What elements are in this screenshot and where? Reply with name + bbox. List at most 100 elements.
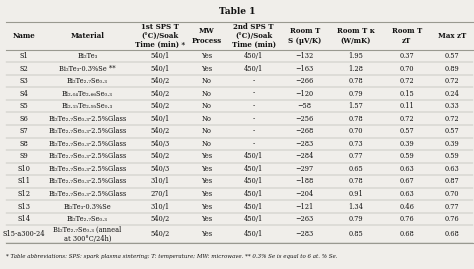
Text: 450/1: 450/1 [244, 215, 264, 223]
Text: Bi₂Te₂.₇Se₀.₃-2.5%Glass: Bi₂Te₂.₇Se₀.₃-2.5%Glass [48, 127, 127, 135]
Text: 310/1: 310/1 [150, 178, 170, 185]
Text: Bi₂Te₂.₇Se₀.₃: Bi₂Te₂.₇Se₀.₃ [67, 77, 108, 85]
Text: 0.59: 0.59 [400, 152, 414, 160]
Text: S7: S7 [19, 127, 28, 135]
Text: 1.95: 1.95 [348, 52, 363, 60]
Text: 0.67: 0.67 [400, 178, 414, 185]
Text: −263: −263 [296, 215, 314, 223]
Text: −268: −268 [296, 127, 314, 135]
Text: 0.70: 0.70 [445, 190, 459, 198]
Text: -: - [253, 127, 255, 135]
Text: 1st SPS T
(°C)/Soak
Time (min) *: 1st SPS T (°C)/Soak Time (min) * [135, 23, 185, 49]
Text: No: No [202, 90, 212, 98]
Text: 450/1: 450/1 [244, 203, 264, 211]
Text: 0.72: 0.72 [445, 115, 459, 123]
Text: Max zT: Max zT [438, 32, 466, 40]
Text: -: - [253, 102, 255, 110]
Text: Yes: Yes [201, 178, 212, 185]
Text: Yes: Yes [201, 203, 212, 211]
Text: 540/1: 540/1 [150, 65, 170, 73]
Text: Yes: Yes [201, 190, 212, 198]
Text: 0.76: 0.76 [445, 215, 459, 223]
Text: 450/1: 450/1 [244, 152, 264, 160]
Text: 0.57: 0.57 [400, 127, 414, 135]
Text: −283: −283 [296, 231, 314, 238]
Text: 0.63: 0.63 [445, 165, 459, 173]
Text: -: - [253, 115, 255, 123]
Text: Bi₂Te₂.₇Se₀.₃-2.5%Glass: Bi₂Te₂.₇Se₀.₃-2.5%Glass [48, 165, 127, 173]
Text: -: - [253, 140, 255, 148]
Text: −256: −256 [296, 115, 314, 123]
Text: Yes: Yes [201, 215, 212, 223]
Text: 0.70: 0.70 [348, 127, 363, 135]
Text: Bi₂Te₂.₇Se₀.₃ (anneal
at 300°C/24h): Bi₂Te₂.₇Se₀.₃ (anneal at 300°C/24h) [54, 226, 122, 243]
Text: 0.33: 0.33 [445, 102, 459, 110]
Text: No: No [202, 115, 212, 123]
Text: Yes: Yes [201, 165, 212, 173]
Text: 0.15: 0.15 [400, 90, 414, 98]
Text: Bi₂Te₂.₇Se₀.₃: Bi₂Te₂.₇Se₀.₃ [67, 215, 108, 223]
Text: −284: −284 [296, 152, 314, 160]
Text: S4: S4 [19, 90, 28, 98]
Text: 0.57: 0.57 [445, 52, 459, 60]
Text: 0.78: 0.78 [348, 77, 363, 85]
Text: S10: S10 [18, 165, 30, 173]
Text: Bi₂Te₂.₇Se₀.₃-2.5%Glass: Bi₂Te₂.₇Se₀.₃-2.5%Glass [48, 178, 127, 185]
Text: Bi₂Te₂.₇Se₀.₃-2.5%Glass: Bi₂Te₂.₇Se₀.₃-2.5%Glass [48, 115, 127, 123]
Text: 0.63: 0.63 [400, 190, 414, 198]
Text: 0.65: 0.65 [348, 165, 363, 173]
Text: MW
Process: MW Process [192, 27, 222, 45]
Text: 0.79: 0.79 [348, 90, 363, 98]
Text: S1: S1 [19, 52, 28, 60]
Text: 540/3: 540/3 [150, 140, 170, 148]
Text: 540/2: 540/2 [150, 90, 170, 98]
Text: Room T κ
(W/mK): Room T κ (W/mK) [337, 27, 375, 45]
Text: Bi₂Te₃-0.3%Se: Bi₂Te₃-0.3%Se [64, 203, 111, 211]
Text: Yes: Yes [201, 152, 212, 160]
Text: 0.72: 0.72 [400, 77, 414, 85]
Text: S13: S13 [18, 203, 30, 211]
Text: Bi₂Te₂.₇Se₀.₃-2.5%Glass: Bi₂Te₂.₇Se₀.₃-2.5%Glass [48, 190, 127, 198]
Text: Yes: Yes [201, 231, 212, 238]
Text: 1.28: 1.28 [348, 65, 363, 73]
Text: −283: −283 [296, 140, 314, 148]
Text: 2nd SPS T
(°C)/Soak
Time (min): 2nd SPS T (°C)/Soak Time (min) [232, 23, 276, 49]
Text: 0.89: 0.89 [445, 65, 459, 73]
Text: * Table abbreviations: SPS: spark plasma sintering; T: temperature; MW: microwav: * Table abbreviations: SPS: spark plasma… [6, 254, 337, 259]
Text: 0.68: 0.68 [400, 231, 414, 238]
Text: Material: Material [71, 32, 104, 40]
Text: S11: S11 [18, 178, 30, 185]
Text: Yes: Yes [201, 52, 212, 60]
Text: Bi₂.₁₅Te₂.₉₅Se₀.₃: Bi₂.₁₅Te₂.₉₅Se₀.₃ [62, 102, 113, 110]
Text: 0.39: 0.39 [400, 140, 414, 148]
Text: 0.87: 0.87 [445, 178, 459, 185]
Text: Room T
zT: Room T zT [392, 27, 422, 45]
Text: 0.63: 0.63 [400, 165, 414, 173]
Text: 310/1: 310/1 [150, 203, 170, 211]
Text: 0.78: 0.78 [348, 178, 363, 185]
Text: No: No [202, 140, 212, 148]
Text: S3: S3 [19, 77, 28, 85]
Text: 450/1: 450/1 [244, 65, 264, 73]
Text: 540/2: 540/2 [150, 215, 170, 223]
Text: −204: −204 [296, 190, 314, 198]
Text: Name: Name [12, 32, 35, 40]
Text: 0.24: 0.24 [445, 90, 459, 98]
Text: 0.68: 0.68 [445, 231, 459, 238]
Text: 0.73: 0.73 [348, 140, 363, 148]
Text: −58: −58 [298, 102, 312, 110]
Text: -: - [253, 90, 255, 98]
Text: 0.57: 0.57 [445, 127, 459, 135]
Text: 540/2: 540/2 [150, 77, 170, 85]
Text: 450/1: 450/1 [244, 52, 264, 60]
Text: 450/1: 450/1 [244, 165, 264, 173]
Text: S9: S9 [19, 152, 28, 160]
Text: S14: S14 [18, 215, 30, 223]
Text: −121: −121 [296, 203, 314, 211]
Text: 0.91: 0.91 [348, 190, 363, 198]
Text: S2: S2 [19, 65, 28, 73]
Text: −266: −266 [296, 77, 314, 85]
Text: 450/1: 450/1 [244, 178, 264, 185]
Text: -: - [253, 77, 255, 85]
Text: −120: −120 [296, 90, 314, 98]
